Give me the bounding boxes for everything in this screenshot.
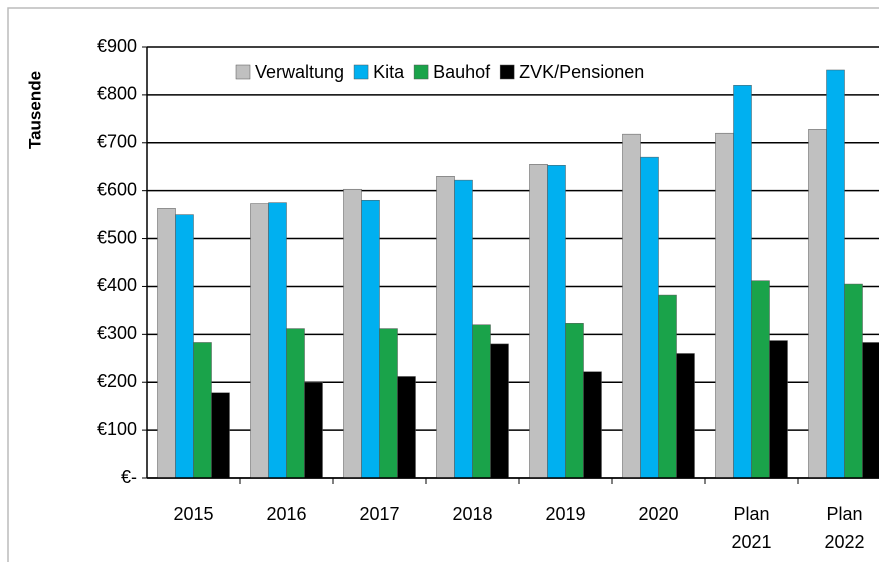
bar — [622, 133, 641, 479]
bar — [454, 179, 473, 479]
y-tick-label: €400 — [97, 275, 137, 295]
legend-label: Verwaltung — [255, 62, 344, 82]
y-tick-label: €600 — [97, 179, 137, 199]
x-tick-label: 2015 — [173, 504, 214, 524]
x-tick-label: 2019 — [545, 504, 586, 524]
bar — [640, 156, 659, 479]
bar — [304, 381, 323, 479]
bar — [676, 353, 695, 479]
bar — [490, 343, 509, 479]
bar — [343, 188, 362, 479]
y-tick-label: €200 — [97, 371, 137, 391]
bar — [397, 376, 416, 479]
bar — [157, 208, 176, 479]
bar — [844, 283, 863, 479]
bar — [286, 328, 305, 479]
bar — [733, 85, 752, 479]
legend-label: ZVK/Pensionen — [519, 62, 644, 82]
bar — [361, 199, 380, 479]
y-tick-label: €500 — [97, 227, 137, 247]
legend-swatch — [499, 64, 515, 80]
y-tick-label: €100 — [97, 419, 137, 439]
legend-swatch — [353, 64, 369, 80]
bar — [250, 203, 269, 479]
bar — [808, 129, 827, 479]
x-tick-label: 2017 — [359, 504, 400, 524]
y-tick-label: €- — [121, 467, 137, 487]
legend-label: Kita — [373, 62, 405, 82]
bar — [658, 294, 677, 479]
y-tick-label: €700 — [97, 132, 137, 152]
y-tick-label: €300 — [97, 323, 137, 343]
bar — [472, 324, 491, 479]
y-tick-label: €900 — [97, 36, 137, 56]
bar — [751, 280, 770, 479]
legend-label: Bauhof — [433, 62, 491, 82]
x-tick-label: 2020 — [638, 504, 679, 524]
bar — [529, 164, 548, 479]
bar — [211, 392, 230, 479]
bar — [715, 132, 734, 479]
legend: Verwaltung Kita Bauhof ZVK/Pensionen — [235, 62, 644, 82]
bar — [379, 328, 398, 479]
bar — [547, 165, 566, 479]
legend-swatch — [235, 64, 251, 80]
bar — [175, 214, 194, 479]
bar — [193, 342, 212, 479]
bar — [436, 176, 455, 479]
bar — [268, 202, 287, 479]
x-tick-label: 2016 — [266, 504, 307, 524]
bar — [862, 342, 879, 479]
y-axis-label: Tausende — [25, 71, 44, 149]
x-tick-label: Plan 2022 — [824, 504, 865, 552]
x-tick-label: Plan 2021 — [731, 504, 772, 552]
bar — [826, 69, 845, 479]
bar — [769, 340, 788, 479]
bar — [583, 371, 602, 479]
frame — [7, 7, 879, 562]
legend-swatch — [413, 64, 429, 80]
bar — [565, 323, 584, 479]
y-tick-label: €800 — [97, 84, 137, 104]
x-tick-label: 2018 — [452, 504, 493, 524]
